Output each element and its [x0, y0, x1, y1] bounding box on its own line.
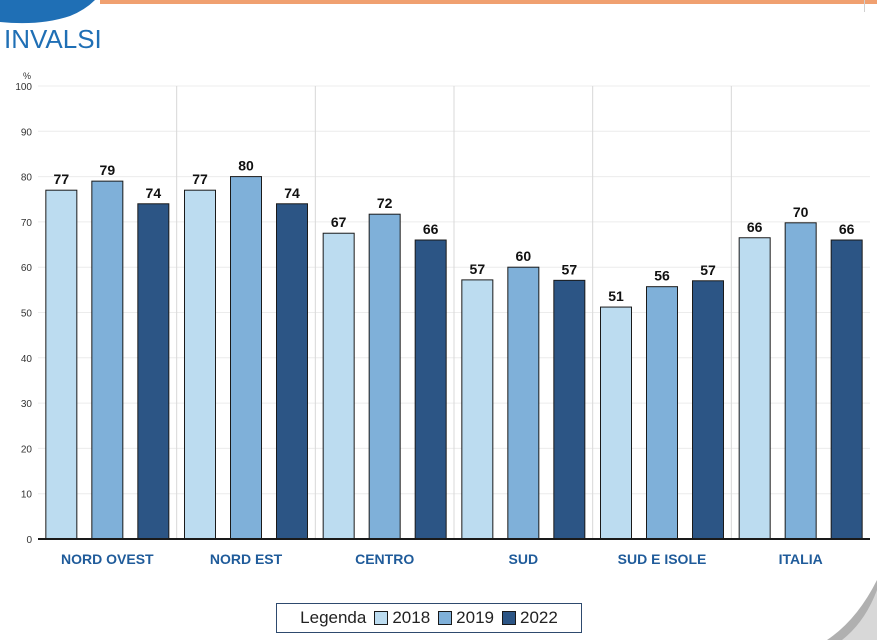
y-tick-label: 50 — [21, 309, 33, 320]
bar-2018 — [184, 189, 216, 540]
y-tick-label: 30 — [21, 399, 33, 410]
data-label: 57 — [562, 261, 578, 277]
y-tick-label: 60 — [21, 263, 33, 274]
data-label: 72 — [377, 195, 393, 211]
y-tick-label: 20 — [21, 444, 33, 455]
data-label: 67 — [331, 214, 347, 230]
header-corner-line — [864, 0, 877, 12]
data-label: 56 — [654, 268, 670, 284]
bar-2022 — [553, 279, 586, 540]
legend-label-2022: 2022 — [520, 608, 558, 627]
bar-2019 — [784, 222, 817, 540]
chart-legend: Legenda 2018 2019 2022 — [276, 603, 582, 633]
data-label: 80 — [238, 158, 254, 174]
bar-2018 — [461, 279, 494, 540]
category-label: SUD E ISOLE — [618, 551, 707, 567]
bar-2022 — [276, 203, 308, 540]
data-label: 74 — [284, 185, 300, 201]
corner-decoration — [827, 580, 877, 640]
data-label: 74 — [146, 185, 162, 201]
data-label: 66 — [839, 221, 855, 237]
bar-2022 — [414, 239, 447, 540]
data-label: 77 — [54, 171, 70, 187]
legend-item-2019: 2019 — [438, 608, 494, 628]
bar-2022 — [830, 239, 863, 540]
y-tick-label: 10 — [21, 490, 33, 501]
data-label: 60 — [516, 248, 532, 264]
legend-item-2018: 2018 — [374, 608, 430, 628]
y-tick-label: 40 — [21, 354, 33, 365]
y-tick-label: 0 — [26, 535, 32, 546]
bar-chart: 0 10 20 30 40 50 60 70 80 90 100% 77 79 74 NORD OVEST 7… — [15, 71, 870, 567]
category-label: NORD EST — [210, 551, 283, 567]
bar-2018 — [738, 237, 771, 540]
data-label: 51 — [608, 288, 624, 304]
bar-2022 — [692, 280, 724, 540]
y-tick-label: 90 — [21, 127, 33, 138]
bar-2022 — [137, 203, 170, 540]
legend-label-2018: 2018 — [392, 608, 431, 627]
y-axis-label: % — [23, 71, 31, 81]
bar-2018 — [45, 189, 78, 540]
data-label: 70 — [793, 204, 809, 220]
data-label: 66 — [747, 219, 763, 235]
legend-title: Legenda — [300, 608, 367, 627]
bar-2018 — [322, 232, 355, 540]
y-tick-label: 70 — [21, 218, 33, 229]
bar-2019 — [91, 180, 124, 540]
data-label: 77 — [192, 171, 208, 187]
logo-swoosh-icon — [0, 0, 95, 24]
legend-swatch-2019 — [438, 611, 453, 625]
bar-2019 — [507, 266, 540, 540]
y-tick-label: 100 — [15, 82, 32, 93]
bar-2019 — [368, 213, 401, 540]
bar-2019 — [230, 176, 262, 540]
category-label: CENTRO — [355, 551, 414, 567]
legend-item-2022: 2022 — [502, 608, 558, 628]
category-label: SUD — [509, 551, 539, 567]
logo-text: INVALSI — [4, 24, 102, 54]
category-label: ITALIA — [779, 551, 823, 567]
legend-swatch-2018 — [374, 611, 389, 625]
data-label: 57 — [700, 262, 716, 278]
category-label: NORD OVEST — [61, 551, 154, 567]
data-label: 79 — [100, 162, 116, 178]
header-accent-bar — [100, 0, 877, 4]
legend-label-2019: 2019 — [456, 608, 494, 627]
data-label: 57 — [470, 261, 486, 277]
bar-2019 — [646, 286, 678, 540]
bar-2018 — [600, 306, 632, 540]
data-label: 66 — [423, 221, 439, 237]
y-tick-label: 80 — [21, 173, 33, 184]
legend-swatch-2022 — [502, 611, 516, 625]
